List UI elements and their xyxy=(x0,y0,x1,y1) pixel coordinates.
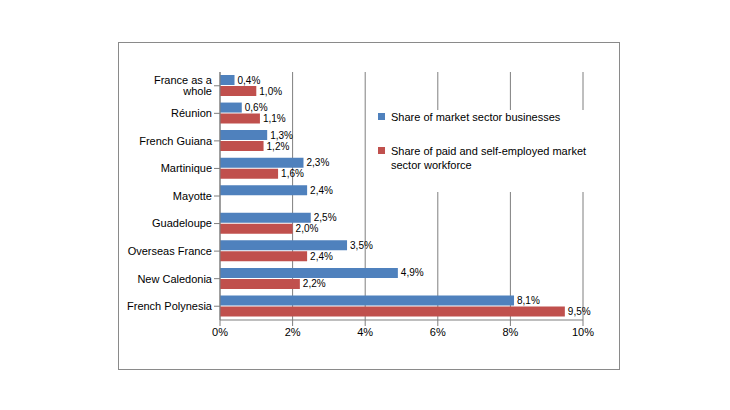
svg-text:9,5%: 9,5% xyxy=(568,306,591,317)
svg-text:2,4%: 2,4% xyxy=(310,185,333,196)
svg-text:8%: 8% xyxy=(502,326,518,338)
svg-text:4%: 4% xyxy=(357,326,373,338)
svg-text:2%: 2% xyxy=(285,326,301,338)
svg-text:Guadeloupe: Guadeloupe xyxy=(152,217,212,229)
svg-text:France as awhole: France as awhole xyxy=(154,74,213,97)
svg-text:10%: 10% xyxy=(572,326,594,338)
svg-text:0%: 0% xyxy=(212,326,228,338)
html-text:Share of paid and self-employe: Share of paid and self-employed market s… xyxy=(391,145,587,171)
svg-text:2,5%: 2,5% xyxy=(314,212,337,223)
svg-text:3,5%: 3,5% xyxy=(350,240,373,251)
svg-text:1,0%: 1,0% xyxy=(259,86,282,97)
svg-text:Martinique: Martinique xyxy=(161,162,212,174)
svg-text:6%: 6% xyxy=(430,326,446,338)
svg-text:Réunion: Réunion xyxy=(171,107,212,119)
svg-text:2,4%: 2,4% xyxy=(310,251,333,262)
svg-text:Overseas France: Overseas France xyxy=(128,245,212,257)
svg-text:0,4%: 0,4% xyxy=(238,75,261,86)
svg-text:French Polynesia: French Polynesia xyxy=(127,300,213,312)
svg-text:2,3%: 2,3% xyxy=(306,157,329,168)
svg-text:1,1%: 1,1% xyxy=(263,113,286,124)
svg-text:8,1%: 8,1% xyxy=(517,295,540,306)
svg-text:1,3%: 1,3% xyxy=(270,130,293,141)
svg-text:4,9%: 4,9% xyxy=(401,267,424,278)
html-text:Share of market sector busines: Share of market sector businesses xyxy=(391,111,561,123)
svg-text:2,0%: 2,0% xyxy=(296,223,319,234)
svg-text:0,6%: 0,6% xyxy=(245,102,268,113)
svg-text:1,2%: 1,2% xyxy=(267,141,290,152)
svg-text:1,6%: 1,6% xyxy=(281,168,304,179)
svg-text:2,2%: 2,2% xyxy=(303,278,326,289)
svg-text:New Caledonia: New Caledonia xyxy=(137,273,212,285)
svg-text:Mayotte: Mayotte xyxy=(173,190,212,202)
svg-text:French Guiana: French Guiana xyxy=(139,135,213,147)
